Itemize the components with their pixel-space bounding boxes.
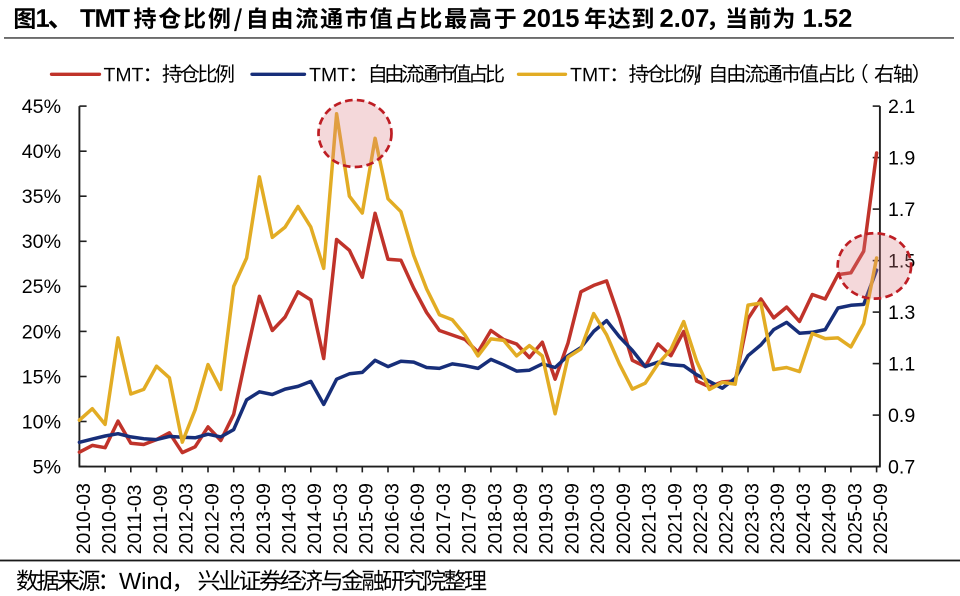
svg-text:2025-09: 2025-09 [870,483,892,554]
svg-text:2015-03: 2015-03 [330,483,352,554]
svg-text:2013-09: 2013-09 [253,483,275,554]
svg-text:2018-03: 2018-03 [484,483,506,554]
svg-text:2012-03: 2012-03 [176,483,198,554]
svg-text:10%: 10% [22,411,61,433]
svg-text:2019-03: 2019-03 [536,483,558,554]
svg-text:2010-09: 2010-09 [99,483,121,554]
svg-text:2014-03: 2014-03 [279,483,301,554]
svg-text:2011-09: 2011-09 [150,485,172,555]
svg-text:2020-09: 2020-09 [613,483,635,554]
svg-text:20%: 20% [22,321,61,343]
svg-text:2023-03: 2023-03 [741,483,763,554]
svg-text:2.1: 2.1 [888,96,915,118]
svg-text:2024-03: 2024-03 [793,483,815,554]
svg-text:25%: 25% [22,276,61,298]
svg-text:2019-09: 2019-09 [561,483,583,554]
svg-text:2020-03: 2020-03 [587,483,609,554]
svg-text:5%: 5% [33,457,61,479]
svg-text:1.3: 1.3 [888,302,915,324]
svg-text:2018-09: 2018-09 [510,483,532,554]
svg-text:2022-09: 2022-09 [716,483,738,554]
svg-text:2010-03: 2010-03 [73,483,95,554]
svg-text:1.1: 1.1 [888,354,915,376]
svg-text:30%: 30% [22,231,61,253]
svg-text:2017-09: 2017-09 [459,483,481,554]
svg-text:2014-09: 2014-09 [304,483,326,554]
svg-text:0.7: 0.7 [888,457,915,479]
svg-text:0.9: 0.9 [888,405,915,427]
svg-text:2013-03: 2013-03 [227,483,249,554]
svg-text:35%: 35% [22,186,61,208]
svg-text:2021-09: 2021-09 [664,483,686,554]
svg-text:45%: 45% [22,96,61,118]
svg-text:2023-09: 2023-09 [767,483,789,554]
svg-text:15%: 15% [22,366,61,388]
svg-text:2016-03: 2016-03 [381,483,403,554]
svg-text:2021-03: 2021-03 [639,483,661,554]
svg-text:2016-09: 2016-09 [407,483,429,554]
svg-text:1.7: 1.7 [888,199,915,221]
svg-text:1.9: 1.9 [888,148,915,170]
svg-text:2022-03: 2022-03 [690,483,712,554]
svg-text:2012-09: 2012-09 [201,483,223,554]
svg-text:2015-09: 2015-09 [356,483,378,554]
svg-text:40%: 40% [22,141,61,163]
svg-text:2024-09: 2024-09 [819,483,841,554]
svg-text:2011-03: 2011-03 [124,485,146,555]
svg-text:2025-03: 2025-03 [844,483,866,554]
svg-text:2017-03: 2017-03 [433,483,455,554]
